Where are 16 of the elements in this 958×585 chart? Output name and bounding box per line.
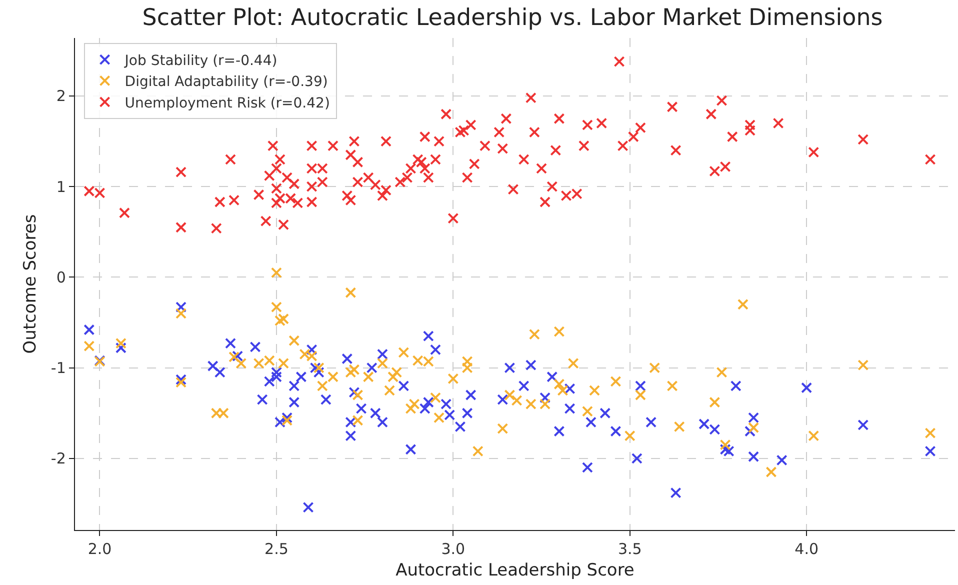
x-tick-label: 2.5 (264, 540, 288, 558)
legend-label: Unemployment Risk (r=0.42) (124, 95, 330, 112)
x-tick-label: 3.0 (441, 540, 466, 558)
y-tick-label: 1 (56, 178, 66, 196)
chart-title: Scatter Plot: Autocratic Leadership vs. Labor Market Dimensions (142, 4, 883, 31)
legend-label: Job Stability (r=-0.44) (124, 52, 278, 69)
x-axis-title: Autocratic Leadership Score (396, 560, 634, 580)
y-tick-label: 2 (56, 87, 66, 106)
x-tick-label: 3.5 (618, 540, 642, 558)
legend-label: Digital Adaptability (r=-0.39) (124, 74, 328, 90)
y-axis-title: Outcome Scores (20, 214, 40, 354)
y-tick-label: -1 (50, 359, 66, 378)
y-tick-label: -2 (50, 450, 66, 468)
y-tick-label: 0 (56, 268, 66, 286)
x-tick-label: 2.0 (88, 540, 112, 558)
x-tick-label: 4.0 (794, 540, 818, 558)
